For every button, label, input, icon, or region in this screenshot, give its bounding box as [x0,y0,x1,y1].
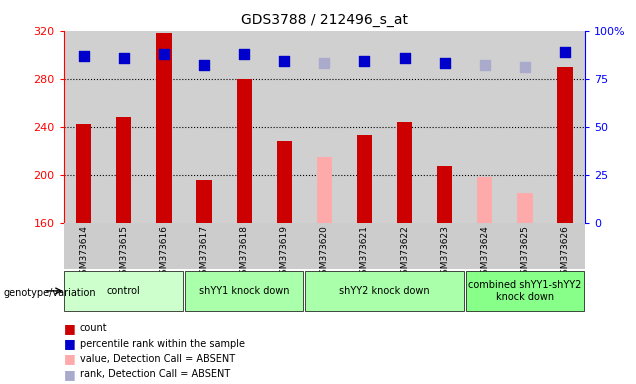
Bar [385,223,425,269]
Bar [517,193,532,223]
Point [560,49,570,55]
Point [279,58,289,65]
Text: GSM373621: GSM373621 [360,225,369,280]
Bar [505,31,545,223]
Bar [116,117,132,223]
Bar [437,166,452,223]
FancyBboxPatch shape [466,271,584,311]
Bar [545,223,585,269]
Text: GSM373620: GSM373620 [320,225,329,280]
Text: GSM373615: GSM373615 [120,225,128,280]
Text: ■: ■ [64,368,75,381]
Bar [425,31,465,223]
Bar [224,31,264,223]
Text: GSM373624: GSM373624 [480,225,489,280]
Bar [64,31,104,223]
Point [480,62,490,68]
Text: rank, Detection Call = ABSENT: rank, Detection Call = ABSENT [80,369,230,379]
Bar [545,31,585,223]
Bar [224,223,264,269]
Text: ■: ■ [64,353,75,366]
Bar [397,122,412,223]
Text: GSM373626: GSM373626 [560,225,570,280]
Text: percentile rank within the sample: percentile rank within the sample [80,339,244,349]
Bar [385,31,425,223]
Bar [264,31,304,223]
Text: GSM373614: GSM373614 [79,225,88,280]
Bar [144,223,184,269]
Bar [317,157,332,223]
Bar [465,223,505,269]
Bar [264,223,304,269]
Bar [184,31,224,223]
Text: GSM373618: GSM373618 [240,225,249,280]
Text: count: count [80,323,107,333]
Text: GSM373617: GSM373617 [200,225,209,280]
Bar [304,223,345,269]
Bar [104,31,144,223]
Text: shYY2 knock down: shYY2 knock down [339,286,430,296]
Bar [277,141,292,223]
Bar [357,135,372,223]
Bar [425,223,465,269]
Bar [345,223,385,269]
Bar [237,79,252,223]
Bar [144,31,184,223]
Text: genotype/variation: genotype/variation [3,288,96,298]
Text: GSM373622: GSM373622 [400,225,409,280]
Point [359,58,370,65]
Text: value, Detection Call = ABSENT: value, Detection Call = ABSENT [80,354,235,364]
Text: control: control [107,286,141,296]
Point [319,60,329,66]
Point [199,62,209,68]
Point [159,51,169,57]
Text: combined shYY1-shYY2
knock down: combined shYY1-shYY2 knock down [468,280,582,302]
Bar [465,31,505,223]
Text: ■: ■ [64,337,75,350]
Text: ■: ■ [64,322,75,335]
Point [399,55,410,61]
Text: GSM373616: GSM373616 [160,225,169,280]
Bar [304,31,345,223]
Bar [197,180,212,223]
Bar [184,223,224,269]
Bar [557,67,572,223]
Bar [505,223,545,269]
Bar [477,177,492,223]
Bar [345,31,385,223]
Point [239,51,249,57]
Point [520,64,530,70]
Bar [76,124,92,223]
Point [439,60,450,66]
Text: GSM373625: GSM373625 [520,225,529,280]
Title: GDS3788 / 212496_s_at: GDS3788 / 212496_s_at [241,13,408,27]
Point [79,53,89,59]
Text: shYY1 knock down: shYY1 knock down [199,286,289,296]
FancyBboxPatch shape [64,271,183,311]
FancyBboxPatch shape [184,271,303,311]
Point [119,55,129,61]
FancyBboxPatch shape [305,271,464,311]
Text: GSM373623: GSM373623 [440,225,449,280]
Bar [104,223,144,269]
Bar [64,223,104,269]
Bar [156,33,172,223]
Text: GSM373619: GSM373619 [280,225,289,280]
